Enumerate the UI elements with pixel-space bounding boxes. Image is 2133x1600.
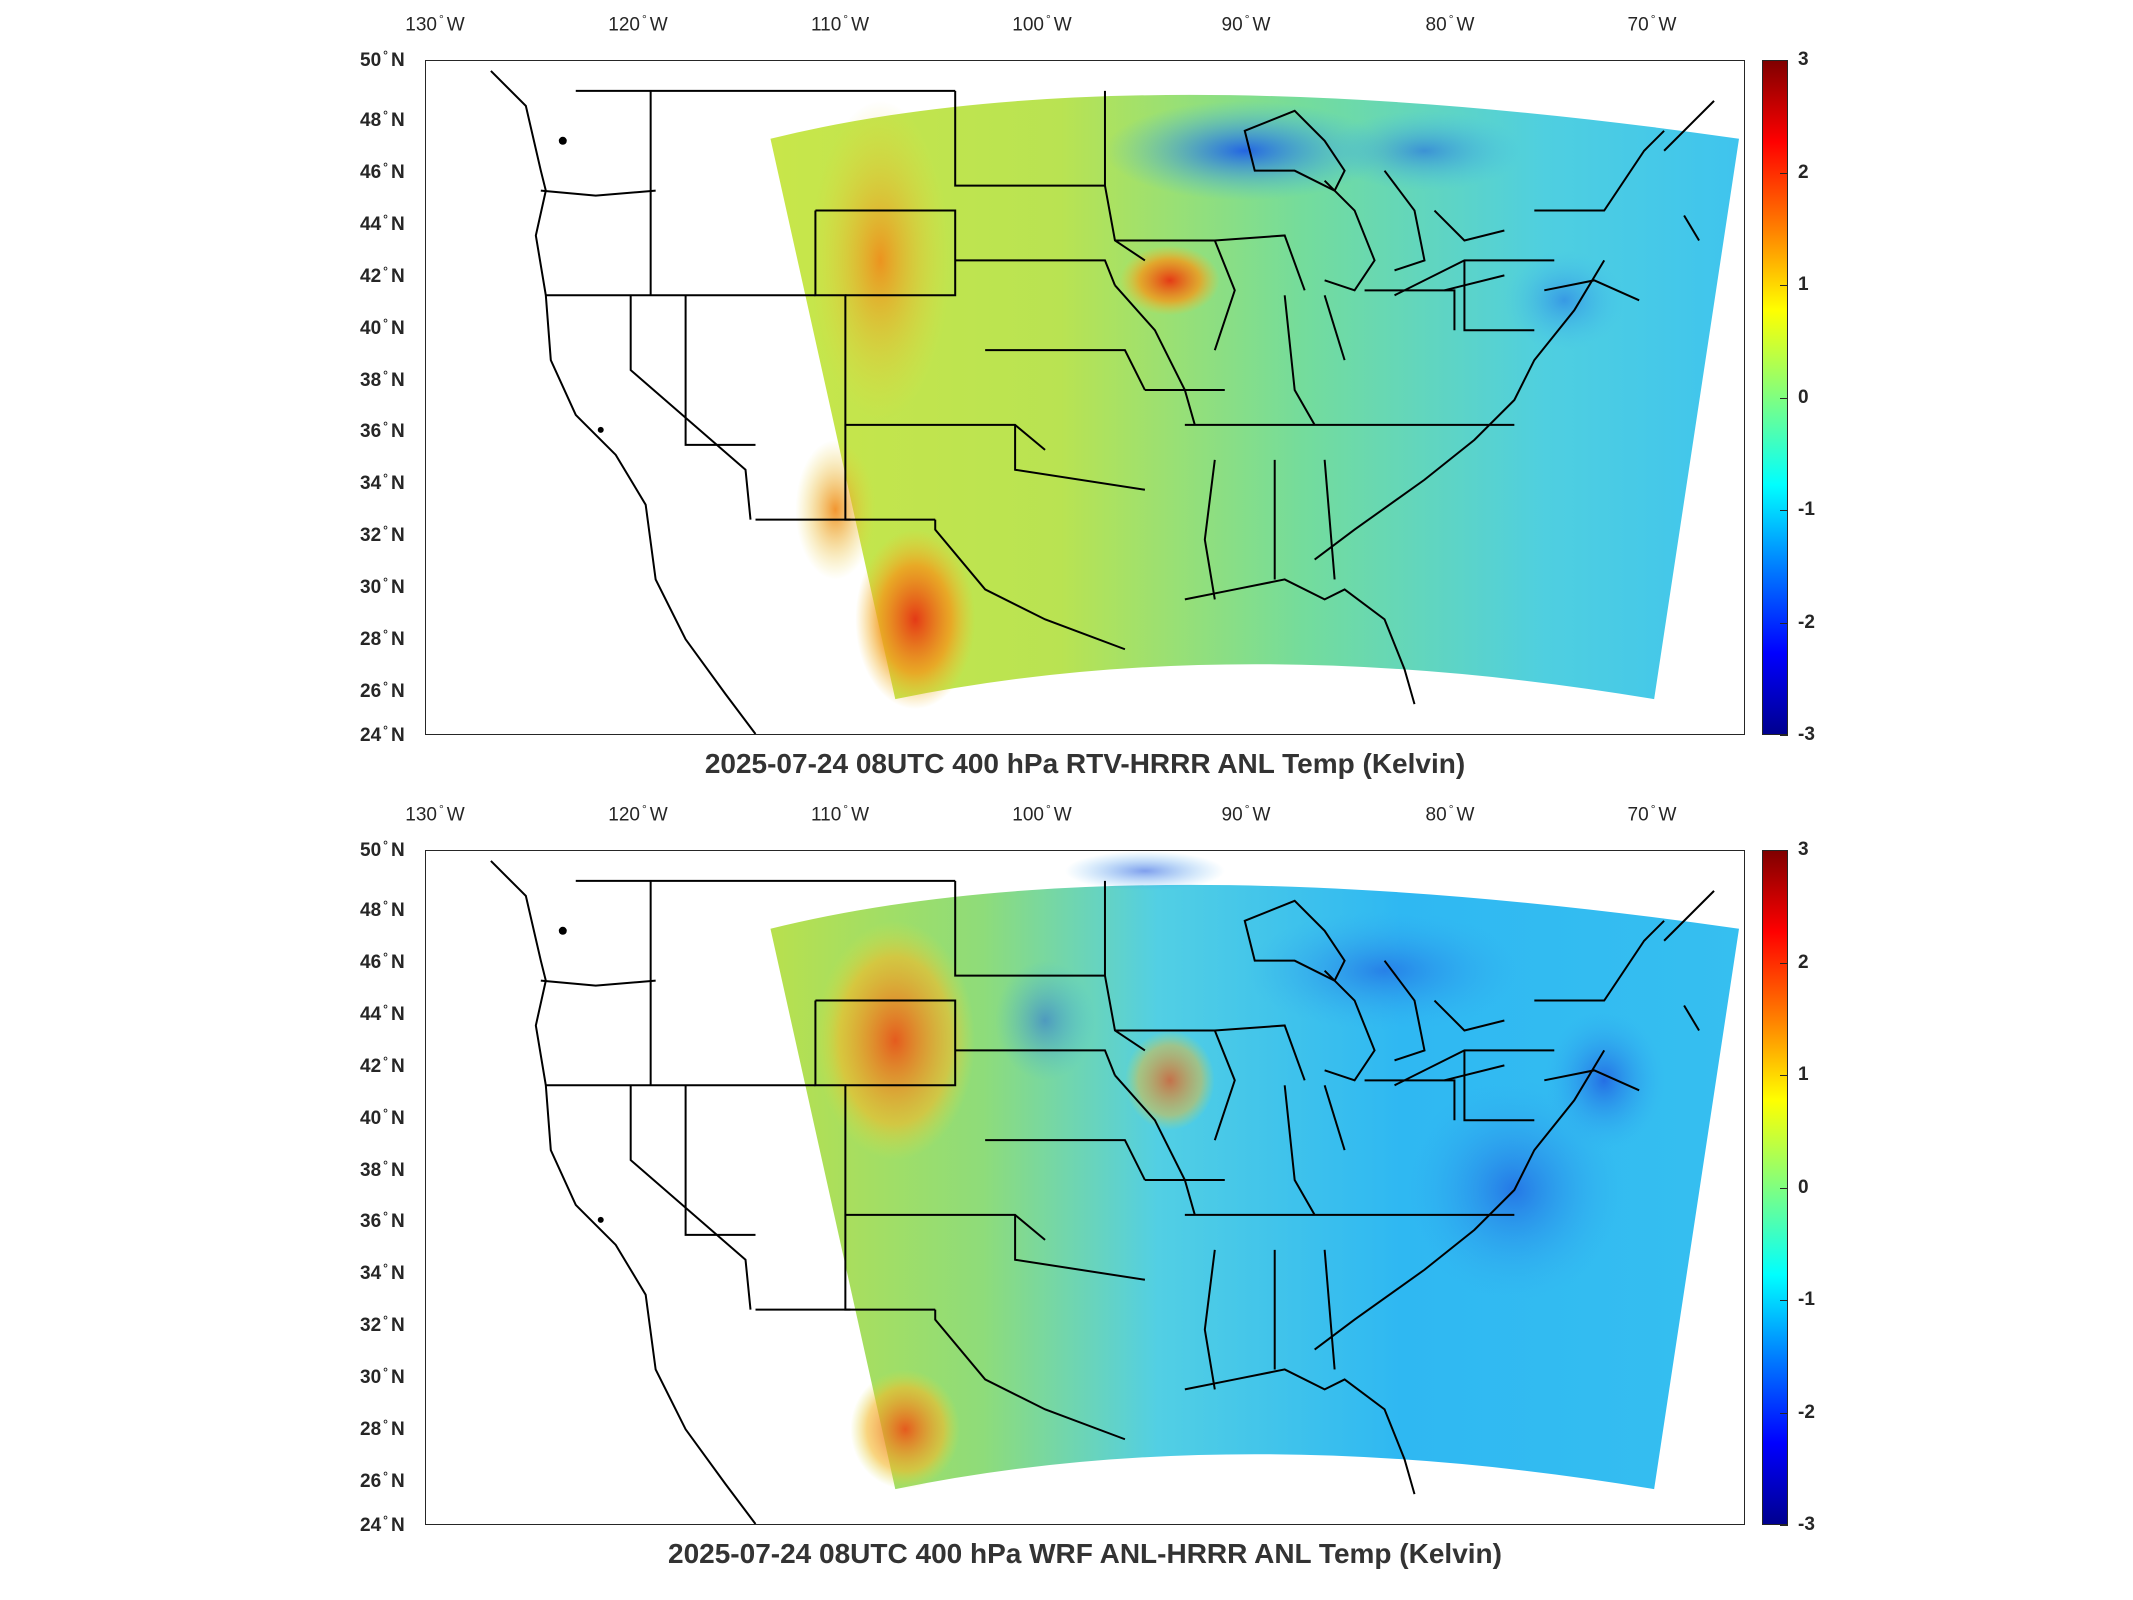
colorbar-tick-mark: [1780, 1187, 1788, 1189]
latitude-tick-label: 36 ° N: [360, 419, 405, 443]
colorbar-tick-mark: [1780, 1075, 1788, 1076]
colorbar-tick-mark: [1780, 285, 1788, 286]
colorbar-tick-mark: [1780, 1300, 1788, 1301]
map-panel-top: 130 ° W 120 ° W 110 ° W 100 ° W 90 ° W 80 ° W 70 ° W 50 ° N 48 °…: [360, 12, 1815, 779]
colorbar-tick-label: 0: [1798, 386, 1809, 408]
latitude-tick-label: 26 ° N: [360, 678, 405, 703]
colorbar-tick-mark: [1780, 735, 1788, 736]
latitude-tick-label: 34 ° N: [360, 1261, 405, 1285]
latitude-tick-label: 38 ° N: [360, 1157, 405, 1181]
latitude-tick-label: 24 ° N: [360, 722, 405, 747]
longitude-tick-label: 80 ° W: [1425, 802, 1475, 826]
latitude-tick-label: 40 ° N: [360, 315, 405, 339]
colorbar-tick-label: 3: [1798, 839, 1809, 860]
colorbar-tick-label: -2: [1798, 611, 1815, 633]
latitude-tick-label: 26 ° N: [360, 1468, 405, 1493]
colorbar-tick-label: 0: [1798, 1176, 1809, 1198]
colorbar-tick-label: 2: [1798, 161, 1809, 183]
latitude-tick-label: 44 ° N: [360, 211, 405, 235]
map-frame: [425, 850, 1745, 1525]
longitude-tick-label: 80 ° W: [1425, 12, 1475, 36]
latitude-tick-label: 40 ° N: [360, 1105, 405, 1129]
model-domain: [770, 94, 1740, 700]
longitude-tick-label: 100 ° W: [1012, 12, 1072, 36]
longitude-tick-label: 130 ° W: [405, 802, 465, 826]
longitude-tick-label: 100 ° W: [1012, 802, 1072, 826]
latitude-tick-label: 28 ° N: [360, 1416, 405, 1441]
latitude-tick-label: 50 ° N: [360, 837, 405, 862]
latitude-tick-label: 34 ° N: [360, 471, 405, 495]
colorbar-tick-mark: [1780, 962, 1788, 964]
colorbar-tick-mark: [1780, 397, 1788, 399]
state-borders: [490, 860, 1715, 1524]
colorbar-tick-label: -1: [1798, 1289, 1815, 1310]
state-borders: [490, 70, 1715, 734]
colorbar-tick-mark: [1780, 1525, 1788, 1526]
map-frame: [425, 60, 1745, 735]
latitude-tick-label: 38 ° N: [360, 367, 405, 391]
panel-title: 2025-07-24 08UTC 400 hPa WRF ANL-HRRR AN…: [668, 1538, 1502, 1569]
map-panel-bottom: 130 ° W 120 ° W 110 ° W 100 ° W 90 ° W 80 ° W 70 ° W 50 ° N 48 °…: [0, 790, 2133, 1590]
colorbar-tick-mark: [1780, 60, 1788, 61]
temperature-field-map: [490, 851, 1740, 1524]
longitude-tick-label: 70 ° W: [1627, 802, 1677, 826]
longitude-tick-label: 110 ° W: [810, 802, 870, 826]
panel-title: 2025-07-24 08UTC 400 hPa RTV-HRRR ANL Te…: [704, 748, 1466, 779]
longitude-tick-label: 120 ° W: [608, 12, 668, 36]
longitude-tick-label: 90 ° W: [1221, 12, 1271, 36]
latitude-tick-label: 28 ° N: [360, 626, 405, 651]
colorbar-tick-label: -1: [1798, 499, 1815, 520]
colorbar-tick-label: -3: [1798, 1514, 1815, 1535]
colorbar-tick-label: 1: [1798, 1064, 1809, 1085]
longitude-tick-label: 110 ° W: [810, 12, 870, 36]
colorbar-tick-label: -3: [1798, 724, 1815, 745]
longitude-tick-label: 70 ° W: [1627, 12, 1677, 36]
colorbar-tick-mark: [1780, 850, 1788, 851]
longitude-tick-label: 90 ° W: [1221, 802, 1271, 826]
latitude-tick-label: 32 ° N: [360, 523, 405, 547]
colorbar-tick-label: 2: [1798, 951, 1809, 973]
latitude-tick-label: 50 ° N: [360, 47, 405, 72]
latitude-tick-label: 32 ° N: [360, 1313, 405, 1337]
coastline-islands: [558, 926, 604, 1223]
latitude-tick-label: 36 ° N: [360, 1209, 405, 1233]
longitude-tick-label: 120 ° W: [608, 802, 668, 826]
latitude-tick-label: 48 ° N: [360, 107, 405, 132]
colorbar-tick-mark: [1780, 510, 1788, 511]
longitude-tick-label: 130 ° W: [405, 12, 465, 36]
coastline-islands: [558, 136, 604, 433]
colorbar-tick-mark: [1780, 172, 1788, 174]
colorbar-tick-label: 1: [1798, 274, 1809, 295]
colorbar-tick-label: -2: [1798, 1401, 1815, 1423]
latitude-tick-label: 42 ° N: [360, 263, 405, 287]
latitude-tick-label: 30 ° N: [360, 1365, 405, 1389]
latitude-tick-label: 46 ° N: [360, 949, 405, 974]
latitude-tick-label: 46 ° N: [360, 159, 405, 184]
latitude-tick-label: 24 ° N: [360, 1512, 405, 1537]
colorbar-tick-mark: [1780, 622, 1788, 624]
temperature-field-map: [490, 70, 1740, 734]
latitude-tick-label: 30 ° N: [360, 575, 405, 599]
colorbar-tick-mark: [1780, 1412, 1788, 1414]
latitude-tick-label: 42 ° N: [360, 1053, 405, 1077]
colorbar-tick-label: 3: [1798, 49, 1809, 70]
latitude-tick-label: 48 ° N: [360, 897, 405, 922]
latitude-tick-label: 44 ° N: [360, 1001, 405, 1025]
